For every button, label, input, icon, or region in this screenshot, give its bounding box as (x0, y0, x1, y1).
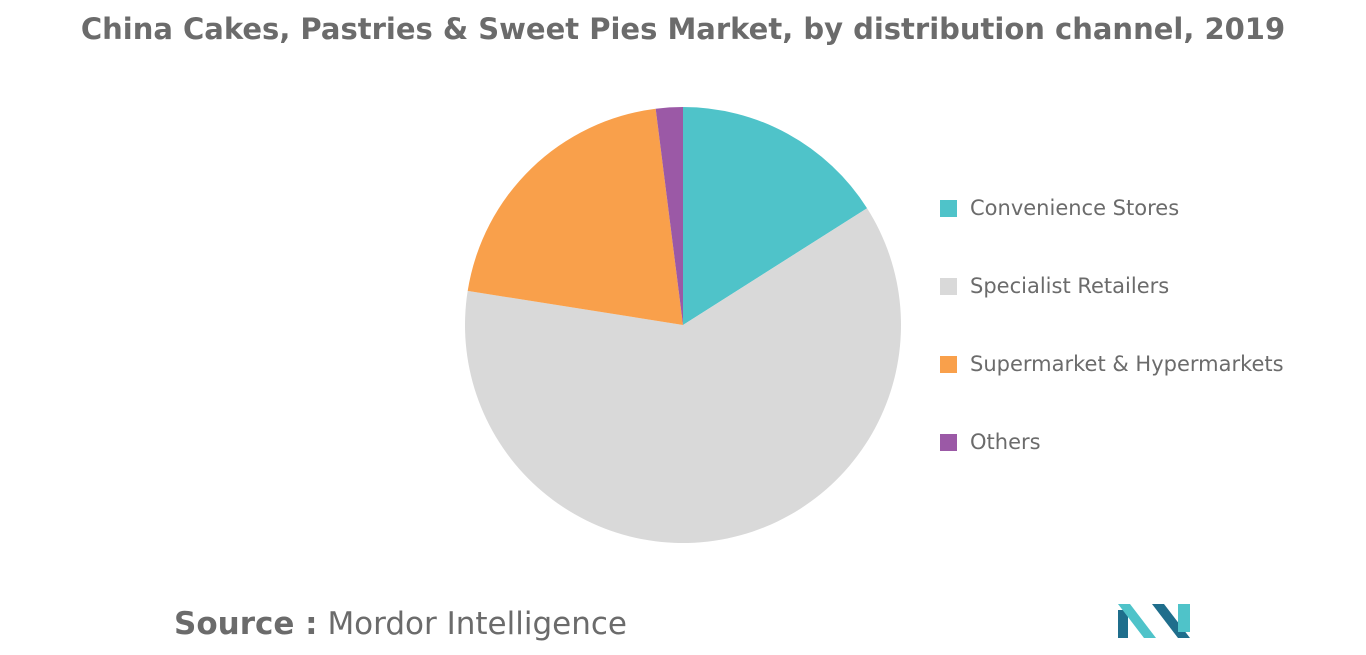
chart-title: China Cakes, Pastries & Sweet Pies Marke… (80, 12, 1286, 46)
logo-left-leg (1118, 610, 1128, 638)
legend-label-convenience-stores: Convenience Stores (970, 196, 1180, 220)
source-value: Mordor Intelligence (327, 606, 627, 642)
pie-slice-supermarket-hypermarkets (467, 108, 683, 325)
mordor-intelligence-logo (1118, 604, 1190, 638)
legend-label-others: Others (970, 430, 1041, 454)
pie-slice-convenience-stores (683, 107, 868, 325)
source-line: Source : Mordor Intelligence (174, 606, 627, 642)
logo-right-leg (1178, 604, 1190, 632)
legend-label-supermarket-hypermarkets: Supermarket & Hypermarkets (970, 352, 1284, 376)
legend-item-supermarket-hypermarkets: Supermarket & Hypermarkets (940, 349, 1284, 379)
legend-item-specialist-retailers: Specialist Retailers (940, 271, 1169, 301)
legend-item-convenience-stores: Convenience Stores (940, 193, 1179, 223)
pie-slice-others (655, 107, 683, 325)
legend-swatch-convenience-stores (940, 199, 957, 217)
pie-slice-specialist-retailers (465, 208, 901, 543)
source-label: Source : (174, 606, 318, 642)
legend-swatch-supermarket-hypermarkets (940, 355, 957, 373)
legend-item-others: Others (940, 427, 1041, 457)
legend-label-specialist-retailers: Specialist Retailers (970, 274, 1170, 298)
logo-left-diagonal (1118, 604, 1156, 638)
legend-swatch-specialist-retailers (940, 277, 957, 295)
legend-swatch-others (940, 433, 957, 451)
